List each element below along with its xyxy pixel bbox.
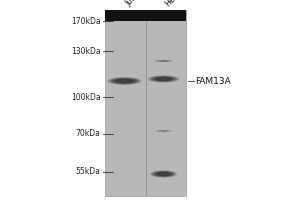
Ellipse shape [158,173,169,175]
Ellipse shape [156,77,171,81]
Ellipse shape [157,60,170,62]
Bar [105,10,186,196]
Text: 170kDa: 170kDa [71,17,100,25]
Text: 70kDa: 70kDa [76,130,100,138]
Ellipse shape [154,77,173,81]
Bar [105,10,186,21]
Text: 100kDa: 100kDa [71,92,100,102]
Ellipse shape [158,130,169,132]
Ellipse shape [150,170,177,178]
Ellipse shape [153,60,174,62]
Ellipse shape [114,79,135,83]
Ellipse shape [158,60,169,62]
Ellipse shape [160,78,167,80]
Ellipse shape [159,130,168,132]
Ellipse shape [157,172,170,176]
Ellipse shape [152,76,175,82]
Ellipse shape [150,76,177,82]
Ellipse shape [156,130,171,132]
Ellipse shape [156,60,171,62]
Text: 130kDa: 130kDa [71,46,100,55]
Ellipse shape [118,80,131,82]
Ellipse shape [155,172,172,176]
Ellipse shape [116,79,133,83]
Text: Jurkat: Jurkat [124,0,147,8]
Text: 55kDa: 55kDa [76,168,100,176]
Ellipse shape [155,130,172,132]
Ellipse shape [112,78,137,84]
Ellipse shape [153,171,174,177]
Ellipse shape [110,78,140,84]
Text: FAM13A: FAM13A [195,76,231,86]
Ellipse shape [160,173,167,175]
Ellipse shape [120,80,129,82]
Text: HeLa: HeLa [164,0,184,8]
Ellipse shape [148,75,179,83]
Ellipse shape [154,60,173,62]
Ellipse shape [152,171,175,177]
Ellipse shape [158,78,169,80]
Ellipse shape [107,77,142,85]
Ellipse shape [160,60,167,62]
